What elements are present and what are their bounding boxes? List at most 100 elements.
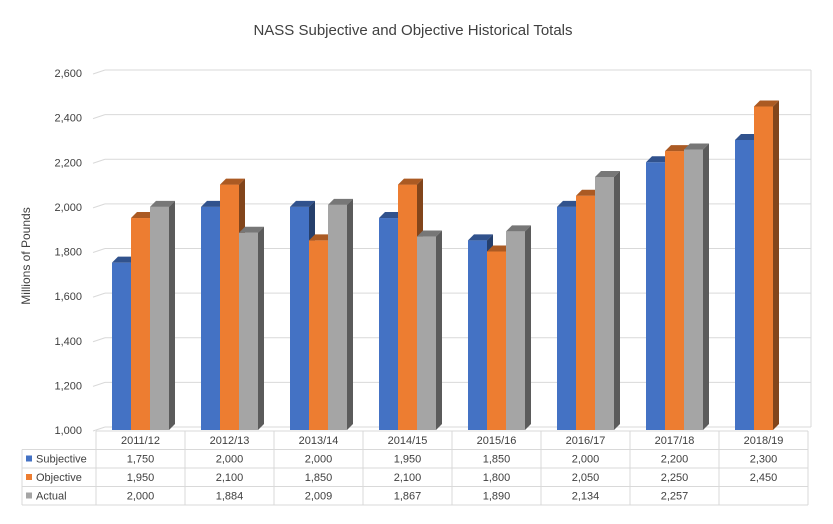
x-tick-label: 2011/12 (121, 435, 160, 447)
bar-front (506, 231, 525, 430)
data-label: 1,800 (483, 472, 511, 484)
gridline-floor (92, 426, 106, 432)
bar-top (239, 226, 264, 233)
legend-swatch (26, 455, 32, 462)
bar-front (290, 206, 309, 430)
data-label: 1,884 (216, 491, 244, 503)
y-axis-label: Millions of Pounds (19, 207, 33, 304)
data-label: 2,450 (750, 472, 778, 484)
bar-side (773, 100, 779, 430)
legend-label: Objective (36, 472, 82, 484)
bar-top (506, 225, 531, 232)
gridline-floor (92, 337, 106, 343)
bar-top (379, 212, 404, 219)
bar-side (169, 200, 175, 430)
bar-front (239, 232, 258, 430)
gridline-floor (92, 248, 106, 253)
data-label: 1,950 (394, 454, 422, 466)
gridline-floor (92, 203, 106, 209)
gridline-floor (92, 69, 106, 75)
bar-front (595, 176, 614, 430)
data-label: 2,000 (572, 454, 600, 466)
bar-front (487, 251, 506, 430)
data-label: 2,000 (305, 454, 333, 466)
x-tick-label: 2013/14 (299, 435, 339, 447)
bar-top (131, 212, 156, 219)
bar-front (379, 218, 398, 430)
bar-top (595, 170, 620, 177)
data-label: 2,009 (305, 491, 333, 503)
data-label: 1,750 (127, 454, 155, 466)
bar-top (468, 234, 493, 241)
bar-front (150, 206, 169, 430)
bar-side (258, 226, 264, 430)
legend-swatch (26, 474, 32, 480)
data-label: 2,134 (572, 491, 600, 503)
bar-side (525, 225, 531, 430)
data-label: 2,000 (216, 454, 244, 466)
bar-front (576, 195, 595, 430)
bar-top (684, 143, 709, 150)
bar-front (309, 240, 328, 430)
bar-front (417, 236, 436, 430)
bar-side (347, 198, 353, 430)
y-axis-ticks: 1,000 1,200 1,400 1,600 1,800 2,000 2,200 2,400… (54, 68, 82, 437)
bar-side (614, 170, 620, 430)
bar-front (131, 218, 150, 430)
data-label: 2,257 (661, 491, 689, 503)
bar (150, 200, 175, 430)
x-tick-label: 2017/18 (655, 435, 695, 447)
data-label: 1,867 (394, 491, 422, 503)
bar-top (646, 156, 671, 163)
y-tick-label: 1,600 (54, 291, 82, 303)
bar-front (112, 262, 131, 430)
bar (328, 198, 353, 430)
x-tick-label: 2018/19 (744, 435, 784, 447)
y-tick-label: 2,200 (54, 157, 82, 169)
data-label: 1,850 (483, 454, 511, 466)
bar (754, 100, 779, 430)
legend-label: Actual (36, 491, 67, 503)
bar-front (201, 206, 220, 430)
bars (112, 100, 779, 431)
bar-top (201, 200, 226, 207)
y-tick-label: 1,800 (54, 247, 82, 259)
legend-swatch (26, 492, 32, 499)
bar-front (468, 240, 487, 430)
bar-front (328, 204, 347, 430)
data-label: 2,250 (661, 472, 689, 484)
gridline-floor (92, 381, 106, 387)
y-tick-label: 1,400 (54, 336, 82, 348)
bar-front (646, 162, 665, 430)
bar-top (398, 178, 423, 185)
y-tick-label: 2,400 (54, 113, 82, 125)
data-label: 2,100 (394, 472, 422, 484)
data-label: 2,200 (661, 454, 689, 466)
bar-top (290, 200, 315, 207)
y-tick-label: 1,200 (54, 380, 82, 392)
data-table: 2011/12 2012/13 2013/14 2014/15 2015/16 2016/… (21, 430, 809, 506)
x-tick-label: 2014/15 (388, 435, 428, 447)
y-tick-label: 1,000 (54, 425, 82, 437)
bar-front (735, 139, 754, 430)
x-tick-label: 2016/17 (566, 435, 606, 447)
bar-top (487, 245, 512, 252)
bar-front (557, 206, 576, 430)
bar (239, 226, 264, 430)
bar-front (684, 149, 703, 431)
bar (506, 225, 531, 430)
bar-top (220, 178, 245, 185)
data-label: 2,100 (216, 472, 244, 484)
x-tick-label: 2012/13 (210, 435, 250, 447)
bar-top (309, 234, 334, 241)
data-label: 1,890 (483, 491, 511, 503)
bar-top (150, 200, 175, 207)
data-label: 2,050 (572, 472, 600, 484)
gridline-floor (92, 292, 106, 298)
bar-top (735, 133, 760, 140)
y-tick-label: 2,000 (54, 202, 82, 214)
data-label: 2,300 (750, 454, 778, 466)
bar-top (417, 230, 442, 237)
bar-top (557, 200, 582, 207)
